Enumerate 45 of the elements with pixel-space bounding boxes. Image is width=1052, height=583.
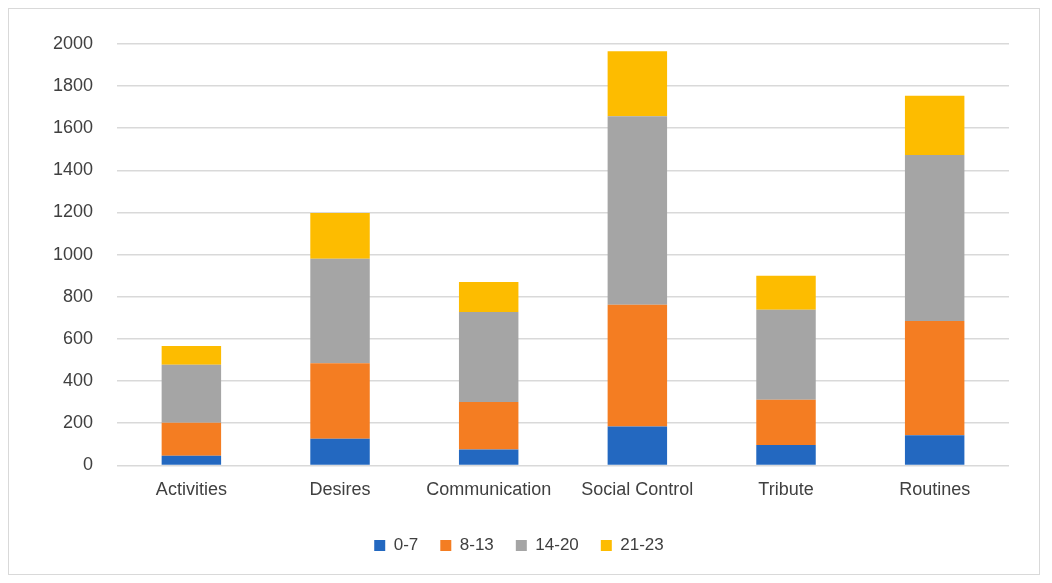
y-tick-label: 2000 xyxy=(53,32,94,53)
bar xyxy=(756,444,816,465)
y-tick-label: 1400 xyxy=(53,159,94,180)
bar xyxy=(161,364,222,423)
bar xyxy=(607,116,668,305)
x-tick-label: Routines xyxy=(899,479,971,500)
bar xyxy=(607,304,668,427)
x-tick-label: Desires xyxy=(309,479,371,500)
legend-label: 21-23 xyxy=(620,535,664,555)
x-tick-label: Communication xyxy=(426,479,552,500)
x-tick-label: Social Control xyxy=(581,479,694,500)
x-tick-label: Tribute xyxy=(758,479,814,500)
bar xyxy=(310,258,370,364)
y-tick-label: 1800 xyxy=(53,74,94,95)
y-tick-label: 0 xyxy=(83,454,94,475)
bar xyxy=(310,213,370,259)
bar xyxy=(458,282,519,312)
bar xyxy=(904,321,965,436)
y-tick-label: 200 xyxy=(63,412,94,433)
bar xyxy=(458,311,519,402)
bar xyxy=(458,401,519,450)
x-tick-label: Activities xyxy=(155,479,227,500)
legend-label: 8-13 xyxy=(459,535,494,555)
bar xyxy=(607,51,668,117)
bar xyxy=(161,455,222,465)
legend-label: 0-7 xyxy=(393,535,419,555)
bar xyxy=(607,426,668,465)
bar xyxy=(161,345,222,365)
bar xyxy=(310,438,370,465)
y-tick-label: 800 xyxy=(63,285,94,306)
y-tick-label: 1200 xyxy=(53,201,94,222)
bar xyxy=(756,309,816,400)
bar xyxy=(458,449,519,465)
bar xyxy=(904,435,965,465)
y-tick-label: 1600 xyxy=(53,117,94,138)
bar xyxy=(310,363,370,439)
y-tick-label: 1000 xyxy=(53,243,94,264)
bar xyxy=(161,422,222,456)
y-tick-label: 400 xyxy=(63,370,94,391)
bar xyxy=(904,154,965,321)
bar xyxy=(904,95,965,155)
bar xyxy=(756,399,816,445)
legend-label: 14-20 xyxy=(535,535,579,555)
y-tick-label: 600 xyxy=(63,327,94,348)
bar xyxy=(756,275,816,310)
